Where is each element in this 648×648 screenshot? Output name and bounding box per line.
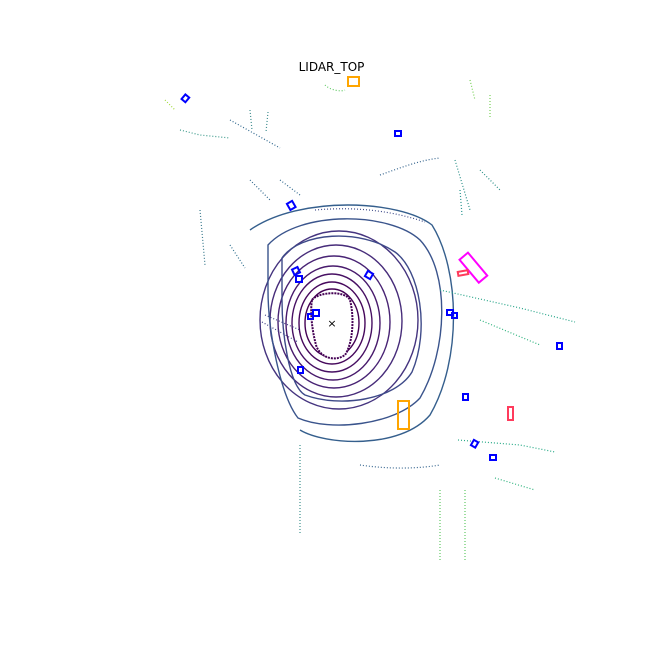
car-box: [307, 313, 314, 320]
barrier-box: [507, 406, 514, 421]
car-box: [462, 393, 469, 401]
car-box: [469, 438, 480, 449]
car-box: [451, 312, 458, 319]
truck-box: [397, 400, 410, 430]
car-box: [363, 269, 375, 281]
scan-ring: [298, 281, 366, 365]
trailer-box: [458, 251, 489, 285]
scan-ring: [249, 204, 455, 443]
scan-ring: [281, 235, 422, 402]
annotation-boxes: [180, 76, 563, 461]
ego-marker: ×: [327, 317, 336, 330]
car-box: [556, 342, 563, 350]
car-box: [394, 130, 402, 137]
barrier-box: [456, 269, 470, 277]
scan-ring: [291, 273, 373, 373]
scan-ring: [267, 218, 443, 426]
car-box: [290, 265, 302, 277]
point-clusters: [164, 79, 576, 560]
car-box: [297, 366, 304, 374]
scan-ring: [285, 265, 381, 381]
scan-ring: [277, 255, 391, 389]
truck-box: [347, 76, 360, 87]
scan-ring: [259, 230, 419, 410]
car-box: [489, 454, 497, 461]
car-box: [180, 93, 191, 104]
plot-title: LIDAR_TOP: [298, 60, 365, 74]
scan-rings: [249, 204, 455, 443]
ego-region: ×: [310, 292, 354, 360]
car-box: [285, 199, 297, 212]
car-box: [295, 275, 303, 283]
